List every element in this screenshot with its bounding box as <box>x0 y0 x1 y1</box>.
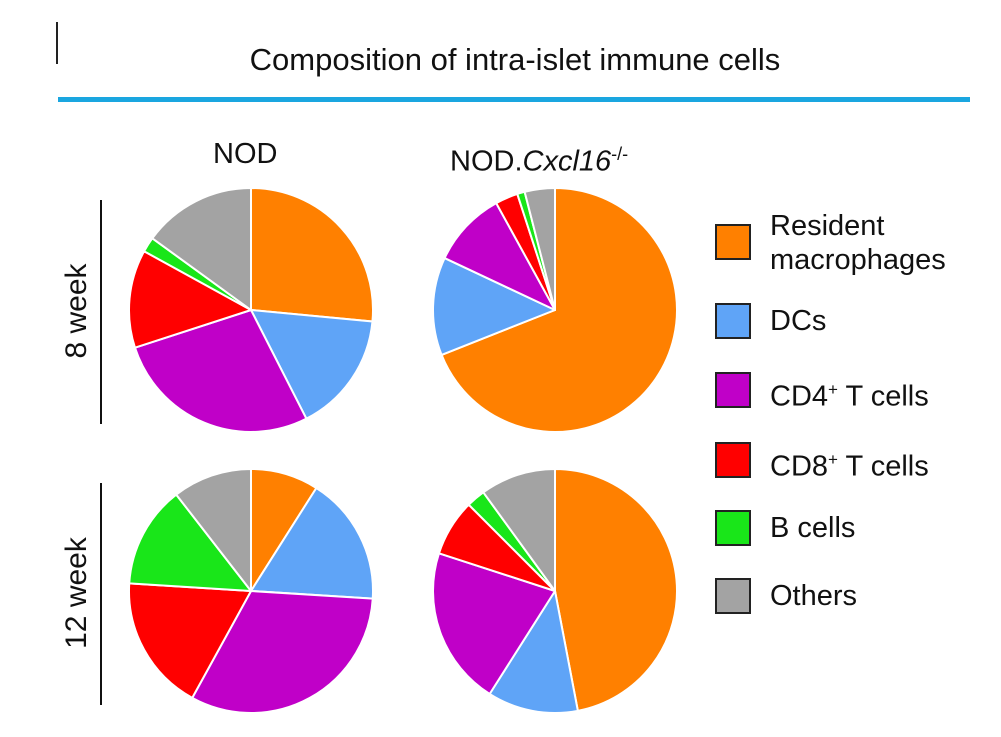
legend-swatch-others <box>715 578 751 614</box>
pie-slice-resident-macrophages <box>250 187 374 323</box>
corner-mark <box>56 22 58 64</box>
legend-swatch-cd4-t-cells <box>715 372 751 408</box>
chart-title: Composition of intra-islet immune cells <box>249 42 781 77</box>
pie-slice-cd4-t-cells <box>432 552 556 696</box>
legend-swatch-cd8-t-cells <box>715 442 751 478</box>
pie-slice-cd8-t-cells <box>128 582 252 699</box>
pie-8-week-nod-cxcl16 <box>432 187 679 433</box>
pie-slice-others <box>175 468 252 592</box>
pie-slice-others <box>523 187 556 311</box>
legend-swatch-b-cells <box>715 510 751 546</box>
row-bracket-8-week <box>100 200 102 424</box>
pie-slice-others <box>482 468 556 592</box>
pie-slice-others <box>151 187 252 311</box>
pie-slice-dcs <box>250 486 374 600</box>
legend-swatch-dcs <box>715 303 751 339</box>
legend-label-cd4-t-cells: CD4+ T cells <box>770 380 929 413</box>
pie-12-week-nod-cxcl16 <box>432 468 678 714</box>
pie-slice-cd8-t-cells <box>128 250 252 349</box>
title-underline <box>58 97 970 102</box>
legend-label-dcs: DCs <box>770 305 827 337</box>
column-header-nod: NOD <box>213 138 278 170</box>
pie-slice-dcs <box>250 309 374 420</box>
legend-label-resident-macrophages: Resident macrophages <box>770 210 946 276</box>
pie-8-week-nod <box>128 187 374 433</box>
pie-slice-dcs <box>488 590 579 714</box>
pie-slice-b-cells <box>128 493 252 592</box>
pie-slice-resident-macrophages <box>554 468 678 712</box>
legend-label-b-cells: B cells <box>770 512 856 544</box>
pie-slice-resident-macrophages <box>440 187 679 433</box>
pie-12-week-nod <box>128 468 374 714</box>
column-header-nod-cxcl16: NOD.Cxcl16-/- <box>450 144 629 178</box>
row-bracket-12-week <box>100 483 102 705</box>
pie-slice-dcs <box>432 257 556 356</box>
pie-slice-cd4-t-cells <box>443 202 556 311</box>
pie-slice-cd4-t-cells <box>133 309 308 433</box>
legend-label-cd8-t-cells: CD8+ T cells <box>770 450 929 483</box>
legend-swatch-resident-macrophages <box>715 224 751 260</box>
pie-slice-cd4-t-cells <box>191 590 374 714</box>
legend-label-others: Others <box>770 580 858 612</box>
